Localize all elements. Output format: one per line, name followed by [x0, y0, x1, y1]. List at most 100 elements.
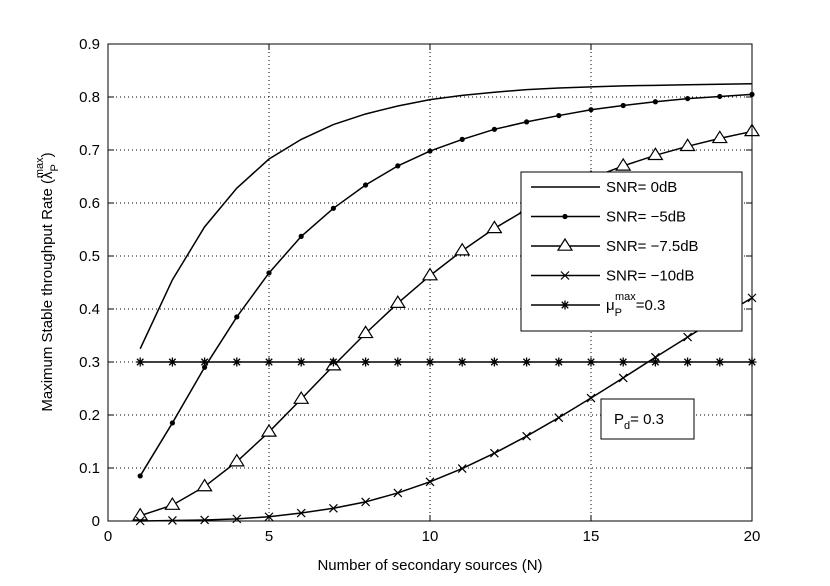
data-point — [562, 213, 568, 220]
series-layer — [132, 83, 761, 526]
legend-label-sup: max — [615, 291, 636, 303]
data-point — [489, 448, 499, 458]
data-point — [683, 332, 693, 342]
data-point — [685, 95, 691, 102]
annotation-main: P — [614, 411, 624, 428]
legend-entry: SNR= 0dB — [531, 179, 677, 196]
y-axis-label-sub: P — [49, 164, 61, 171]
x-tick-label: 20 — [744, 528, 761, 545]
y-tick-label: 0 — [92, 513, 100, 530]
data-point — [717, 93, 723, 100]
data-point — [615, 157, 632, 171]
legend-label-main: SNR= −7.5dB — [606, 238, 699, 255]
legend-label-main: μ — [606, 297, 615, 314]
data-point — [167, 357, 177, 367]
y-axis-label-main: Maximum Stable throughput Rate (λ — [39, 171, 56, 412]
y-axis-label-suffix: ) — [39, 152, 56, 157]
data-point — [683, 357, 693, 367]
y-tick-label: 0.1 — [79, 460, 100, 477]
y-tick-label: 0.3 — [79, 354, 100, 371]
y-tick-label: 0.8 — [79, 89, 100, 106]
data-point — [389, 295, 406, 308]
data-point — [491, 126, 497, 132]
legend-label: SNR= 0dB — [606, 179, 677, 196]
y-tick-label: 0.9 — [79, 36, 100, 53]
data-point — [228, 453, 245, 467]
data-point — [715, 357, 725, 367]
data-point — [260, 423, 278, 437]
data-point — [486, 220, 503, 234]
data-point — [586, 357, 596, 367]
data-point — [135, 357, 145, 367]
annotation-suffix: = 0.3 — [630, 411, 664, 428]
data-point — [650, 357, 660, 367]
x-tick-label: 10 — [422, 528, 439, 545]
legend-entry: μPmax=0.3 — [531, 291, 665, 319]
data-point — [361, 357, 371, 367]
data-point — [711, 130, 728, 144]
data-point — [560, 271, 570, 280]
data-point — [167, 516, 177, 525]
legend-label: SNR= −7.5dB — [606, 238, 699, 255]
data-point — [524, 119, 530, 125]
data-point — [234, 314, 240, 320]
annotation-text: Pd= 0.3 — [614, 411, 664, 432]
data-point — [556, 237, 574, 251]
y-tick-label: 0.6 — [79, 195, 100, 212]
data-point — [556, 112, 562, 119]
legend-label-main: SNR= 0dB — [606, 179, 677, 196]
data-point — [459, 136, 465, 142]
data-point — [328, 503, 338, 513]
data-point — [232, 514, 242, 524]
data-point — [395, 163, 401, 169]
data-point — [264, 357, 274, 367]
data-point — [427, 148, 433, 154]
x-tick-label: 15 — [583, 528, 600, 545]
data-point — [618, 373, 628, 383]
legend-label: SNR= −5dB — [606, 209, 686, 226]
data-point — [169, 420, 175, 426]
data-point — [393, 488, 403, 498]
data-point — [296, 508, 306, 518]
y-tick-label: 0.4 — [79, 301, 100, 318]
series-5 — [135, 357, 757, 367]
legend-entries: SNR= 0dB SNR= −5dB SNR= −7.5dB SNR= −10dB μP… — [531, 179, 699, 319]
data-point — [586, 393, 596, 403]
data-point — [363, 182, 369, 188]
data-point — [298, 233, 304, 239]
data-point — [200, 357, 210, 367]
data-point — [293, 390, 310, 404]
series-line — [140, 297, 753, 522]
legend: SNR= 0dB SNR= −5dB SNR= −7.5dB SNR= −10dB μP… — [520, 171, 743, 332]
data-point — [361, 497, 371, 507]
data-point — [266, 270, 272, 276]
legend-entry: SNR= −7.5dB — [531, 237, 699, 255]
legend-label-main: SNR= −10dB — [606, 268, 694, 285]
data-point — [489, 357, 499, 367]
legend-entry: SNR= −5dB — [531, 209, 686, 226]
data-point — [296, 357, 306, 367]
x-tick-label: 5 — [265, 528, 273, 545]
x-tick-label: 0 — [104, 528, 112, 545]
data-point — [137, 473, 143, 479]
data-point — [560, 300, 570, 310]
legend-label: μPmax=0.3 — [606, 291, 665, 319]
data-point — [328, 357, 338, 367]
data-point — [200, 515, 210, 525]
series-line — [139, 83, 753, 350]
legend-label: SNR= −10dB — [606, 268, 694, 285]
data-point — [202, 364, 208, 370]
data-point — [554, 413, 564, 423]
data-point — [457, 357, 467, 367]
y-tick-label: 0.5 — [79, 248, 100, 265]
data-point — [588, 107, 594, 113]
data-point — [554, 357, 564, 367]
legend-label-sub: P — [615, 307, 622, 319]
series-line — [139, 93, 753, 477]
data-point — [522, 431, 532, 441]
data-point — [618, 357, 628, 367]
data-point — [232, 357, 242, 367]
annotation-box — [600, 398, 695, 440]
legend-label-main: SNR= −5dB — [606, 209, 686, 226]
